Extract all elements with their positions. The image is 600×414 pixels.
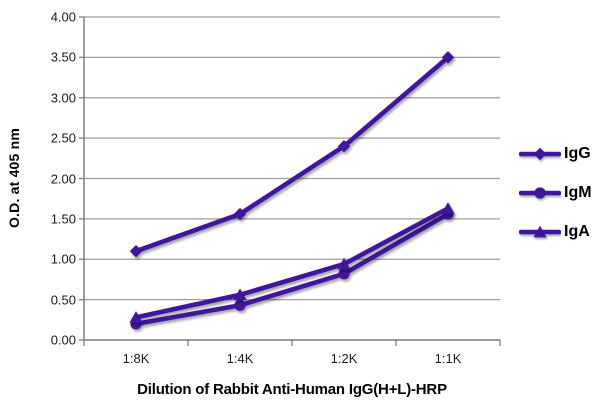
circle-marker: [234, 299, 246, 311]
diamond-marker: [441, 51, 455, 64]
legend-item-igg: IgG: [519, 134, 592, 173]
y-tick-label: 3.00: [50, 90, 76, 106]
diamond-marker: [233, 207, 247, 221]
y-tick-label: 0.00: [50, 332, 76, 348]
series-line: [133, 55, 451, 254]
triangle-marker: [129, 311, 143, 323]
legend-label: IgM: [564, 183, 592, 201]
x-tick-label: 1:4K: [226, 351, 254, 366]
series-igm: [130, 208, 454, 330]
y-tick-label: 2.50: [50, 130, 76, 146]
triangle-marker: [441, 202, 455, 214]
legend-key-triangle: [519, 225, 561, 237]
legend-label: IgA: [564, 222, 590, 240]
y-tick-label: 1.00: [50, 251, 76, 267]
circle-marker: [534, 186, 546, 199]
diamond-marker: [129, 244, 143, 258]
x-tick-label: 1:1K: [434, 351, 462, 366]
legend-key-circle: [519, 186, 561, 199]
series-line: [133, 211, 451, 327]
series-igg: [129, 51, 455, 258]
diamond-marker: [533, 147, 547, 160]
legend-key-diamond: [519, 147, 561, 160]
x-axis-title: Dilution of Rabbit Anti-Human IgG(H+L)-H…: [137, 381, 447, 398]
triangle-marker: [533, 225, 547, 237]
diamond-marker: [337, 140, 351, 153]
legend-item-iga: IgA: [519, 212, 592, 251]
legend-item-igm: IgM: [519, 173, 592, 212]
triangle-marker: [233, 288, 247, 301]
series-iga: [129, 202, 455, 323]
triangle-marker: [337, 257, 351, 270]
y-tick-label: 4.00: [50, 9, 76, 25]
y-tick-label: 2.00: [50, 171, 76, 186]
y-tick-label: 0.50: [50, 292, 76, 308]
circle-marker: [338, 268, 350, 280]
y-tick-label: 1.50: [50, 211, 76, 227]
legend-label: IgG: [564, 144, 591, 162]
y-axis-title: O.D. at 405 nm: [6, 127, 22, 229]
legend: IgG IgM IgA: [519, 134, 592, 251]
y-tick-label: 3.50: [50, 49, 76, 65]
x-tick-label: 1:2K: [330, 351, 358, 366]
x-tick-label: 1:8K: [122, 351, 150, 366]
series-line: [133, 206, 451, 320]
